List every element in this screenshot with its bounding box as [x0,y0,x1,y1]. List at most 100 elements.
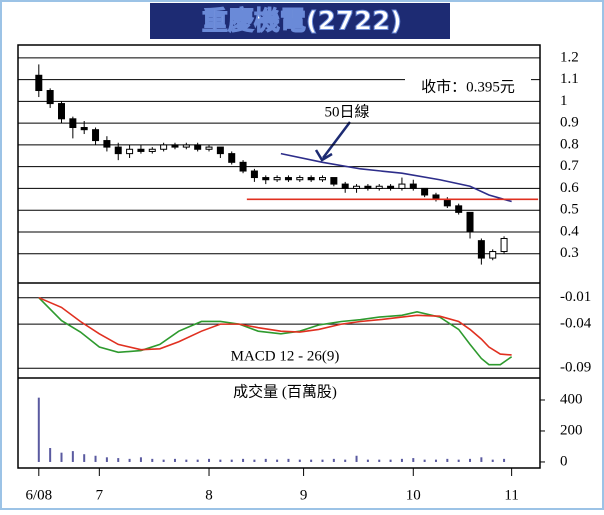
bar [208,458,211,462]
candle-body [239,161,247,172]
chart-title: 重慶機電(2722) [202,6,402,37]
y-tick-label: 0.9 [560,115,579,131]
candle-body [126,148,134,155]
y-tick-label: 1.2 [560,49,579,65]
candle-body [477,240,485,259]
bar [423,459,426,462]
candle-body [387,185,395,189]
candle-body [160,144,168,150]
candle-body [455,205,463,213]
bar [457,459,460,462]
bar [480,457,483,462]
panel-title: MACD 12 - 26(9) [231,348,340,364]
candle-body [409,183,417,189]
bar [139,457,142,462]
bar [242,458,245,462]
bar [105,457,108,462]
y-tick-label: 0.8 [560,136,579,152]
series-line [38,297,513,366]
bar [321,459,324,462]
bar [491,459,494,462]
bar [400,458,403,462]
y-tick-label: 0.6 [560,180,579,196]
candle-body [80,127,88,131]
candle-body [296,177,304,181]
title-box [150,3,450,39]
bar [117,458,120,462]
bar [151,458,154,462]
bar [185,459,188,462]
candle-body [148,148,156,152]
bar [469,458,472,462]
series-label: 50日線 [324,103,369,120]
candle-body [443,198,451,207]
candle-body [341,183,349,189]
y-tick-label: 0 [560,453,568,469]
candle-body [273,177,281,181]
bar [196,459,199,462]
bar [389,459,392,462]
series-line [38,296,512,356]
bar [173,458,176,462]
candle-body [182,144,190,148]
candle-body [114,146,122,155]
bar [503,458,506,462]
candle-body [92,129,100,142]
bar [355,455,358,462]
x-tick-label: 6/08 [25,487,52,503]
bar [83,454,86,462]
candle-body [307,177,315,181]
candle-body [205,146,213,150]
x-tick-label: 11 [504,487,518,503]
y-tick-label: -0.01 [560,289,591,305]
plot-frame [17,44,541,469]
y-tick-label: 0.5 [560,202,579,218]
candle-body [216,146,224,155]
y-tick-label: 0.4 [560,223,579,239]
candle-body [137,148,145,152]
y-tick-label: 0.3 [560,245,579,261]
y-tick-label: 0.7 [560,158,579,174]
bar [94,455,97,462]
x-tick-label: 9 [300,487,308,503]
candle-body [398,183,406,189]
bar [287,458,290,462]
candle-body [353,185,361,189]
bar [128,458,131,462]
candle-body [69,118,77,129]
bar [253,459,256,462]
x-tick-label: 7 [96,487,104,503]
candle-body [500,237,508,253]
candle-body [375,185,383,189]
bar [446,458,449,462]
candle-body [466,211,474,233]
bar [332,458,335,462]
candle-body [103,140,111,148]
bar [230,459,233,462]
candle-body [262,177,270,181]
series-line [280,152,512,203]
y-tick-label: 1 [560,93,568,109]
bar [60,452,63,462]
y-tick-label: -0.09 [560,360,591,376]
annotation-bg [405,76,531,98]
bar [298,459,301,462]
candle-body [171,144,179,148]
panel-title: 成交量 (百萬股) [233,382,337,400]
bar [37,397,40,462]
bar [71,451,74,462]
bar [49,448,52,462]
candle-body [250,170,258,179]
candle-body [319,177,326,181]
y-tick-label: 200 [560,422,583,438]
bar [378,459,381,462]
candle-body [46,90,54,105]
bar [276,459,279,462]
y-tick-label: 1.1 [560,71,579,87]
x-tick-label: 10 [406,487,421,503]
candle-body [364,185,372,189]
x-tick-label: 8 [205,487,213,503]
y-tick-label: 400 [560,391,583,407]
candle-body [194,144,202,150]
candle-body [421,187,429,196]
